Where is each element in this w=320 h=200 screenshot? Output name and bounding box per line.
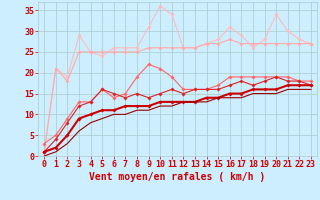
X-axis label: Vent moyen/en rafales ( km/h ): Vent moyen/en rafales ( km/h ): [90, 172, 266, 182]
